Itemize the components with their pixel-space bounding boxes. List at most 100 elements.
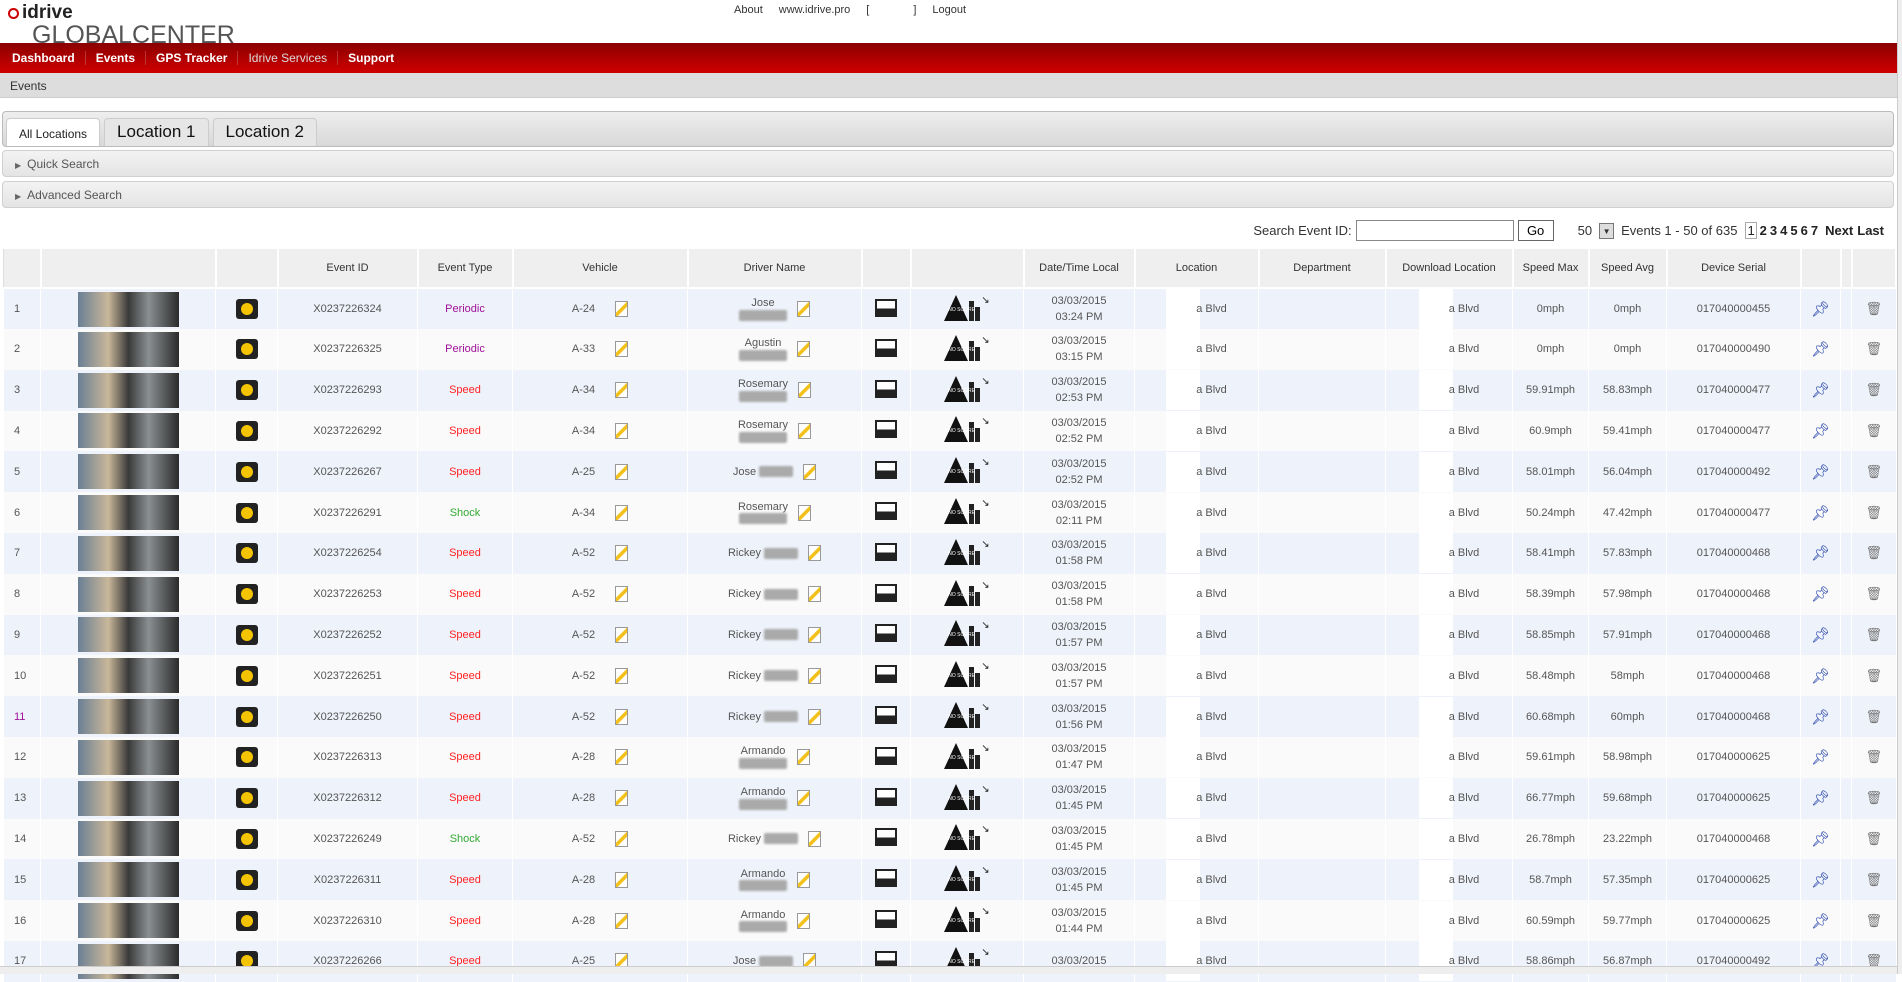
- thumbnail-cell[interactable]: [40, 369, 216, 411]
- image-icon[interactable]: [875, 706, 897, 725]
- pin-cell[interactable]: 📌︎: [1800, 369, 1841, 411]
- edit-driver-icon[interactable]: [797, 749, 810, 766]
- edit-vehicle-icon[interactable]: [615, 586, 629, 603]
- image-cell[interactable]: [861, 696, 911, 737]
- trash-icon[interactable]: 🗑︎: [1865, 667, 1882, 683]
- no-score-icon[interactable]: NO SCORE ↘: [944, 579, 990, 606]
- edit-driver-icon[interactable]: [798, 422, 812, 439]
- map-pin-icon[interactable]: 📌︎: [1810, 341, 1831, 359]
- image-cell[interactable]: [861, 329, 911, 370]
- thumbnail-cell[interactable]: [40, 288, 216, 329]
- thumbnail-cell[interactable]: [40, 451, 216, 493]
- trash-cell[interactable]: 🗑︎: [1851, 696, 1896, 737]
- edit-vehicle-icon[interactable]: [615, 830, 629, 847]
- edit-driver-icon[interactable]: [797, 341, 810, 358]
- score-cell[interactable]: NO SCORE ↘: [910, 818, 1024, 860]
- page-link[interactable]: 7: [1810, 223, 1819, 238]
- camera-icon[interactable]: [235, 828, 258, 849]
- go-button[interactable]: Go: [1517, 220, 1554, 241]
- edit-driver-icon[interactable]: [797, 912, 810, 929]
- event-id[interactable]: X0237226254: [277, 532, 418, 574]
- column-header[interactable]: Speed Max: [1512, 247, 1590, 289]
- advanced-search-toggle[interactable]: ▶ Advanced Search: [2, 181, 1894, 208]
- trash-cell[interactable]: 🗑︎: [1851, 614, 1896, 656]
- image-icon[interactable]: [875, 910, 897, 929]
- table-row[interactable]: 14 X0237226249 Shock A-52 Rickey NO SCOR…: [3, 818, 1896, 860]
- camera-cell[interactable]: [215, 614, 278, 656]
- image-icon[interactable]: [875, 869, 897, 888]
- video-thumbnail[interactable]: [77, 495, 179, 531]
- score-cell[interactable]: NO SCORE ↘: [910, 655, 1024, 697]
- score-cell[interactable]: NO SCORE ↘: [910, 614, 1024, 656]
- event-id[interactable]: X0237226325: [277, 329, 418, 370]
- table-row[interactable]: 10 X0237226251 Speed A-52 Rickey NO SCOR…: [3, 655, 1896, 697]
- no-score-icon[interactable]: NO SCORE ↘: [944, 824, 990, 851]
- no-score-icon[interactable]: NO SCORE ↘: [944, 334, 990, 361]
- no-score-icon[interactable]: NO SCORE ↘: [944, 457, 990, 484]
- no-score-icon[interactable]: NO SCORE ↘: [944, 294, 990, 321]
- video-thumbnail[interactable]: [77, 413, 179, 449]
- image-cell[interactable]: [861, 288, 911, 329]
- pin-cell[interactable]: 📌︎: [1800, 329, 1841, 370]
- no-score-icon[interactable]: NO SCORE ↘: [944, 498, 990, 525]
- column-header[interactable]: Location: [1134, 247, 1260, 289]
- event-id[interactable]: X0237226310: [277, 900, 418, 941]
- table-row[interactable]: 6 X0237226291 Shock A-34 Rosemary NO SCO…: [3, 492, 1896, 533]
- camera-cell[interactable]: [215, 369, 278, 411]
- edit-vehicle-icon[interactable]: [615, 463, 629, 480]
- row-number[interactable]: 9: [3, 614, 41, 656]
- video-thumbnail[interactable]: [77, 576, 179, 612]
- camera-cell[interactable]: [215, 573, 278, 615]
- map-pin-icon[interactable]: 📌︎: [1810, 463, 1831, 481]
- camera-icon[interactable]: [235, 461, 258, 482]
- camera-icon[interactable]: [235, 706, 258, 727]
- trash-icon[interactable]: 🗑︎: [1865, 422, 1882, 438]
- score-cell[interactable]: NO SCORE ↘: [910, 492, 1024, 533]
- map-pin-icon[interactable]: 📌︎: [1810, 708, 1831, 726]
- row-number[interactable]: 6: [3, 492, 41, 533]
- map-pin-icon[interactable]: 📌︎: [1810, 749, 1831, 767]
- edit-vehicle-icon[interactable]: [615, 871, 629, 888]
- thumbnail-cell[interactable]: [40, 900, 216, 941]
- camera-cell[interactable]: [215, 818, 278, 860]
- image-cell[interactable]: [861, 777, 911, 819]
- event-id[interactable]: X0237226250: [277, 696, 418, 737]
- event-id[interactable]: X0237226253: [277, 573, 418, 615]
- search-event-id-input[interactable]: [1355, 220, 1514, 241]
- edit-driver-icon[interactable]: [808, 626, 822, 643]
- score-cell[interactable]: NO SCORE ↘: [910, 777, 1024, 819]
- pin-cell[interactable]: 📌︎: [1800, 940, 1841, 982]
- row-number[interactable]: 16: [3, 900, 41, 941]
- row-number[interactable]: 1: [3, 288, 41, 329]
- column-header[interactable]: Driver Name: [687, 247, 863, 289]
- edit-driver-icon[interactable]: [797, 790, 810, 807]
- image-icon[interactable]: [875, 379, 897, 398]
- row-number[interactable]: 4: [3, 410, 41, 452]
- image-cell[interactable]: [861, 736, 911, 778]
- image-cell[interactable]: [861, 859, 911, 901]
- column-header[interactable]: Vehicle: [512, 247, 689, 289]
- thumbnail-cell[interactable]: [40, 573, 216, 615]
- camera-icon[interactable]: [235, 380, 258, 401]
- vertical-scrollbar[interactable]: [1897, 0, 1902, 974]
- about-link[interactable]: About: [734, 4, 763, 16]
- event-id[interactable]: X0237226266: [277, 940, 418, 982]
- trash-icon[interactable]: 🗑︎: [1865, 545, 1882, 561]
- video-thumbnail[interactable]: [77, 454, 179, 490]
- pin-cell[interactable]: 📌︎: [1800, 655, 1841, 697]
- edit-driver-icon[interactable]: [797, 871, 810, 888]
- trash-cell[interactable]: 🗑︎: [1851, 329, 1896, 370]
- video-thumbnail[interactable]: [77, 535, 179, 571]
- thumbnail-cell[interactable]: [40, 655, 216, 697]
- camera-icon[interactable]: [235, 584, 258, 605]
- trash-icon[interactable]: 🗑︎: [1865, 504, 1882, 520]
- last-page-link[interactable]: Last: [1857, 223, 1884, 238]
- event-id[interactable]: X0237226252: [277, 614, 418, 656]
- quick-search-toggle[interactable]: ▶ Quick Search: [2, 150, 1894, 177]
- edit-driver-icon[interactable]: [797, 301, 810, 317]
- camera-icon[interactable]: [235, 665, 258, 686]
- camera-icon[interactable]: [235, 788, 258, 809]
- no-score-icon[interactable]: NO SCORE ↘: [944, 906, 990, 933]
- edit-vehicle-icon[interactable]: [615, 382, 629, 399]
- no-score-icon[interactable]: NO SCORE ↘: [944, 742, 990, 769]
